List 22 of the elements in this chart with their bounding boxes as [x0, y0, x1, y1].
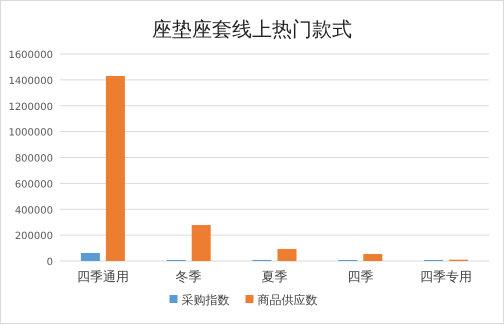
bar: [192, 225, 211, 261]
y-tick-label: 1200000: [8, 102, 53, 113]
y-tick-label: 1400000: [8, 76, 53, 87]
legend-label: 商品供应数: [258, 293, 318, 307]
x-tick-label: 四季专用: [420, 270, 472, 285]
bar: [278, 248, 296, 261]
bar: [80, 252, 100, 261]
chart-title: 座垫座套线上热门款式: [152, 17, 352, 41]
x-tick-label: 四季: [347, 270, 374, 285]
y-tick-label: 1000000: [8, 128, 53, 139]
x-tick-label: 四季通用: [76, 270, 129, 285]
x-tick-label: 夏季: [262, 270, 288, 285]
y-tick-label: 200000: [14, 231, 53, 242]
legend-label: 采购指数: [182, 293, 230, 307]
y-tick-label: 800000: [14, 154, 53, 164]
bar: [363, 254, 382, 261]
bar: [106, 76, 125, 261]
x-tick-label: 冬季: [176, 270, 202, 285]
y-tick-label: 600000: [14, 179, 53, 190]
y-tick-label: 1600000: [8, 50, 53, 61]
y-tick-label: 0: [46, 257, 53, 268]
y-tick-label: 400000: [14, 205, 53, 216]
